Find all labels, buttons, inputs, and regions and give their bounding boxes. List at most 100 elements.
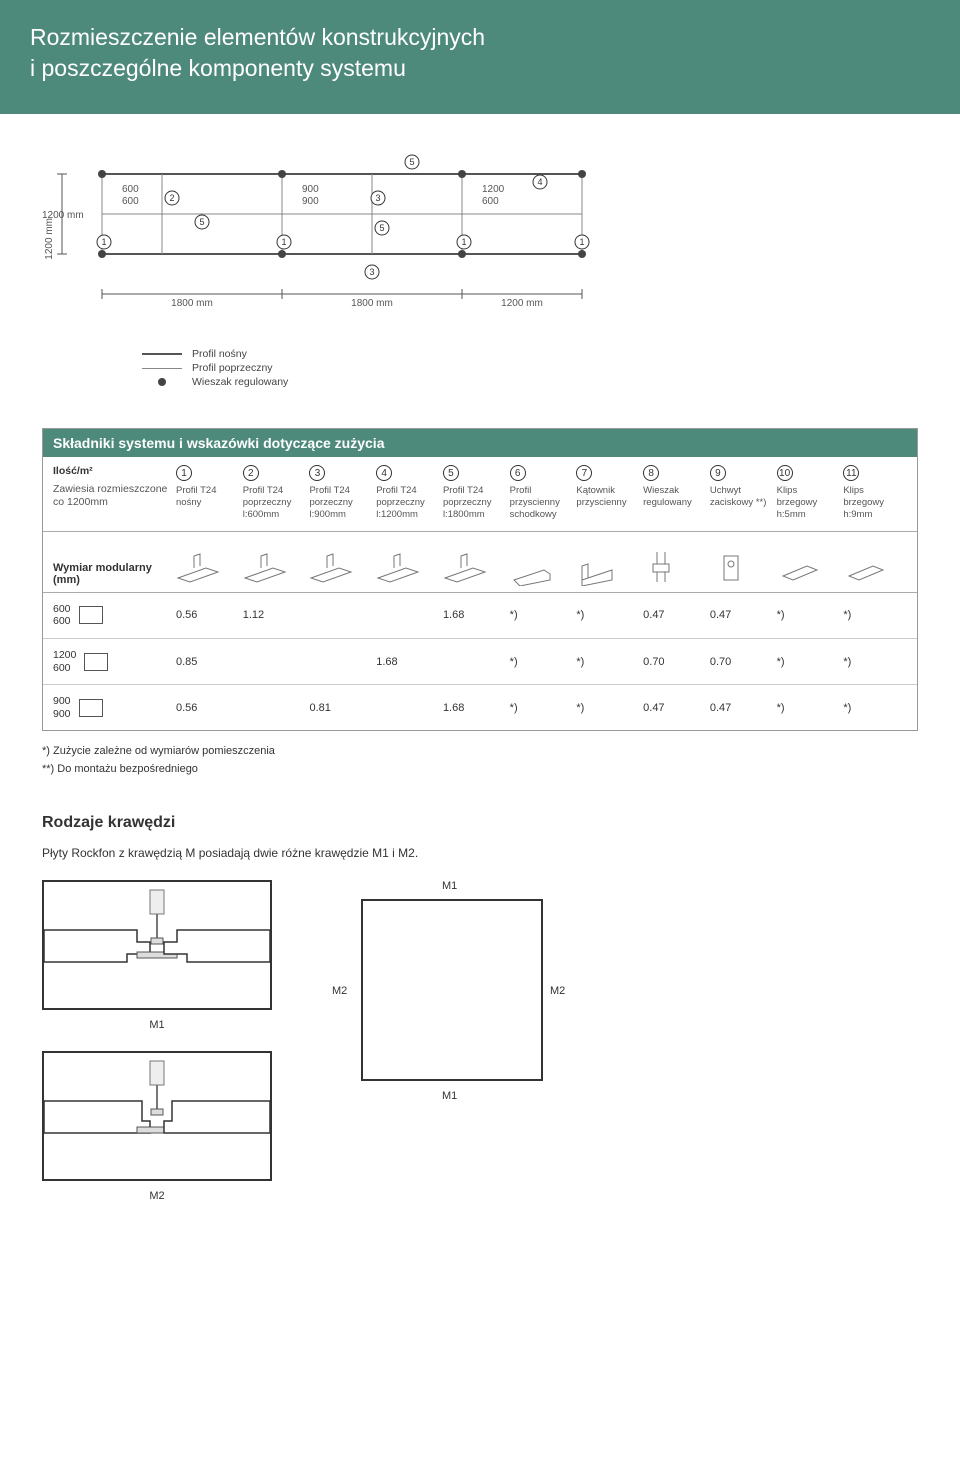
table-cell: *) — [774, 702, 841, 714]
edges-title: Rodzaje krawędzi — [42, 814, 918, 832]
legend-main: Profil nośny — [192, 348, 247, 360]
svg-text:1200 mm: 1200 mm — [44, 218, 55, 260]
table-cell: *) — [774, 656, 841, 668]
svg-text:4: 4 — [537, 177, 542, 187]
table-cell: *) — [774, 609, 841, 621]
svg-text:900: 900 — [302, 184, 319, 195]
svg-text:900: 900 — [302, 196, 319, 207]
svg-text:1800 mm: 1800 mm — [351, 298, 393, 309]
svg-text:1200: 1200 — [482, 184, 505, 195]
table-cell: 1.68 — [440, 609, 507, 621]
table-col-header: 8Wieszak regulowany — [640, 465, 707, 521]
table-cell: 0.85 — [173, 656, 240, 668]
table-col-header: 5Profil T24 poprzeczny l:1800mm — [440, 465, 507, 521]
svg-text:1200 mm: 1200 mm — [501, 298, 543, 309]
svg-text:5: 5 — [379, 223, 384, 233]
table-cell: 0.81 — [306, 702, 373, 714]
component-icon — [573, 550, 640, 586]
header-line1: Rozmieszczenie elementów konstrukcyjnych — [30, 22, 930, 53]
diag-left-label: 1200 mm — [42, 210, 84, 221]
component-icon — [306, 550, 373, 586]
table-col-header: 10Klips brzegowy h:5mm — [774, 465, 841, 521]
component-icon — [240, 550, 307, 586]
svg-text:2: 2 — [169, 193, 174, 203]
header-line2: i poszczególne komponenty systemu — [30, 53, 930, 84]
table-cell: *) — [573, 656, 640, 668]
component-icon — [507, 550, 574, 586]
table-header-row: Ilość/m² Zawiesia rozmieszczone co 1200m… — [43, 457, 917, 532]
content-area: 1200 mm 1200 mm 600 600 900 900 1200 — [0, 114, 960, 1242]
edges-text: Płyty Rockfon z krawędzią M posiadają dw… — [42, 846, 918, 860]
page-header: Rozmieszczenie elementów konstrukcyjnych… — [0, 0, 960, 114]
table-cell: *) — [507, 656, 574, 668]
table-col-header: 9Uchwyt zaciskowy **) — [707, 465, 774, 521]
footnote-1: *) Zużycie zależne od wymiarów pomieszcz… — [42, 743, 918, 761]
table-cell: 0.56 — [173, 609, 240, 621]
table-cell: *) — [840, 609, 907, 621]
component-icon — [640, 550, 707, 586]
component-icon — [707, 550, 774, 586]
svg-text:600: 600 — [482, 196, 499, 207]
svg-text:600: 600 — [122, 184, 139, 195]
table-cell: 0.47 — [707, 609, 774, 621]
table-col-header: 4Profil T24 poprzeczny l:1200mm — [373, 465, 440, 521]
modular-icons-row: Wymiar modularny (mm) — [43, 532, 917, 593]
table-cell: 1.68 — [440, 702, 507, 714]
layout-diagram: 1200 mm 1200 mm 600 600 900 900 1200 — [42, 154, 918, 388]
edge-profile-m2: M2 — [42, 1051, 272, 1202]
table-cell: 0.47 — [707, 702, 774, 714]
table-cell: *) — [507, 702, 574, 714]
component-icon — [774, 550, 841, 586]
component-icon — [440, 550, 507, 586]
table-col-header: 6Profil przyscienny schodkowy — [507, 465, 574, 521]
table-cell: 1.68 — [373, 656, 440, 668]
svg-text:5: 5 — [199, 217, 204, 227]
edge-square-diagram: M1 M2 M2 M1 — [332, 880, 572, 1180]
svg-text:1: 1 — [461, 237, 466, 247]
table-cell: *) — [840, 656, 907, 668]
component-icon — [373, 550, 440, 586]
row-label: Zawiesia rozmieszczone co 1200mm — [53, 483, 173, 509]
svg-text:3: 3 — [375, 193, 380, 203]
table-cell: 0.70 — [640, 656, 707, 668]
svg-text:5: 5 — [409, 157, 414, 167]
table-col-header: 2Profil T24 poprzeczny l:600mm — [240, 465, 307, 521]
table-row: 9009000.560.811.68*)*)0.470.47*)*) — [43, 685, 917, 730]
svg-text:1: 1 — [101, 237, 106, 247]
table-cell: *) — [573, 609, 640, 621]
edge-m1-label: M1 — [42, 1019, 272, 1031]
edge-profile-m1: M1 — [42, 880, 272, 1031]
legend-hanger: Wieszak regulowany — [192, 376, 288, 388]
svg-text:1: 1 — [579, 237, 584, 247]
table-cell: 0.47 — [640, 702, 707, 714]
footnotes: *) Zużycie zależne od wymiarów pomieszcz… — [42, 743, 918, 778]
modular-label: Wymiar modularny (mm) — [53, 562, 173, 586]
svg-text:1: 1 — [281, 237, 286, 247]
edge-m2-label: M2 — [42, 1190, 272, 1202]
table-col-header: 3Profil T24 porzeczny l:900mm — [306, 465, 373, 521]
edges-diagrams: M1 M2 M1 M2 M2 M1 — [42, 880, 918, 1202]
table-cell: 1.12 — [240, 609, 307, 621]
table-cell: *) — [573, 702, 640, 714]
svg-text:600: 600 — [122, 196, 139, 207]
component-icon — [173, 550, 240, 586]
footnote-2: **) Do montażu bezpośredniego — [42, 761, 918, 779]
table-cell: *) — [840, 702, 907, 714]
component-icon — [840, 550, 907, 586]
table-cell: 0.56 — [173, 702, 240, 714]
svg-text:3: 3 — [369, 267, 374, 277]
table-col-header: 7Kątownik przyscienny — [573, 465, 640, 521]
table-cell: 0.47 — [640, 609, 707, 621]
table-row: 12006000.851.68*)*)0.700.70*)*) — [43, 639, 917, 685]
diagram-svg: 1200 mm 1200 mm 600 600 900 900 1200 — [42, 154, 602, 334]
components-table: Składniki systemu i wskazówki dotyczące … — [42, 428, 918, 731]
svg-text:1800 mm: 1800 mm — [171, 298, 213, 309]
diagram-legend: Profil nośny Profil poprzeczny Wieszak r… — [142, 348, 918, 388]
ilosc-label: Ilość/m² — [53, 465, 173, 477]
table-row: 6006000.561.121.68*)*)0.470.47*)*) — [43, 593, 917, 639]
table-cell: 0.70 — [707, 656, 774, 668]
table-title: Składniki systemu i wskazówki dotyczące … — [43, 429, 917, 457]
table-col-header: 1Profil T24 nośny — [173, 465, 240, 521]
legend-cross: Profil poprzeczny — [192, 362, 273, 374]
table-cell: *) — [507, 609, 574, 621]
